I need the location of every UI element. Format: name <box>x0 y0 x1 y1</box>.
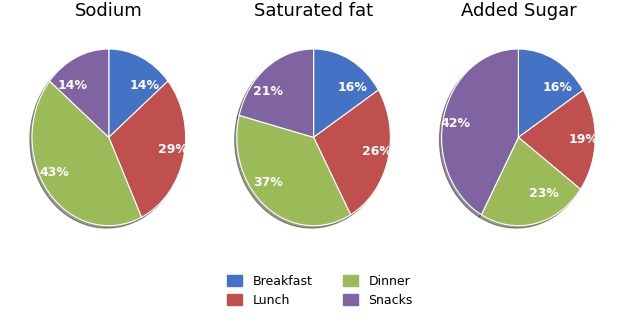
Text: 37%: 37% <box>253 176 283 189</box>
Title: Saturated fat: Saturated fat <box>254 2 373 20</box>
Text: 42%: 42% <box>440 116 470 129</box>
Text: 23%: 23% <box>529 187 559 200</box>
Wedge shape <box>109 49 168 137</box>
Text: 14%: 14% <box>130 79 160 92</box>
Wedge shape <box>237 115 351 226</box>
Wedge shape <box>109 81 186 217</box>
Text: 29%: 29% <box>157 143 188 156</box>
Wedge shape <box>239 49 314 137</box>
Text: 26%: 26% <box>362 145 392 158</box>
Wedge shape <box>314 49 378 137</box>
Text: 14%: 14% <box>58 79 88 92</box>
Wedge shape <box>518 90 595 189</box>
Wedge shape <box>442 49 518 215</box>
Wedge shape <box>50 49 109 137</box>
Wedge shape <box>518 49 583 137</box>
Text: 43%: 43% <box>40 166 69 179</box>
Wedge shape <box>314 90 390 215</box>
Text: 19%: 19% <box>568 133 598 146</box>
Text: 16%: 16% <box>543 80 572 94</box>
Title: Added Sugar: Added Sugar <box>461 2 576 20</box>
Wedge shape <box>32 81 141 226</box>
Text: 16%: 16% <box>338 80 367 94</box>
Wedge shape <box>481 137 580 226</box>
Text: 21%: 21% <box>253 85 283 98</box>
Title: Sodium: Sodium <box>75 2 143 20</box>
Legend: Breakfast, Lunch, Dinner, Snacks: Breakfast, Lunch, Dinner, Snacks <box>227 275 413 307</box>
